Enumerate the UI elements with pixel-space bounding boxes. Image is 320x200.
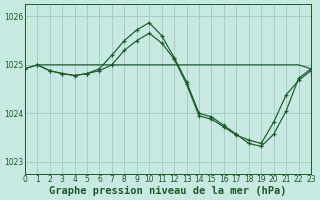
X-axis label: Graphe pression niveau de la mer (hPa): Graphe pression niveau de la mer (hPa) (49, 186, 287, 196)
